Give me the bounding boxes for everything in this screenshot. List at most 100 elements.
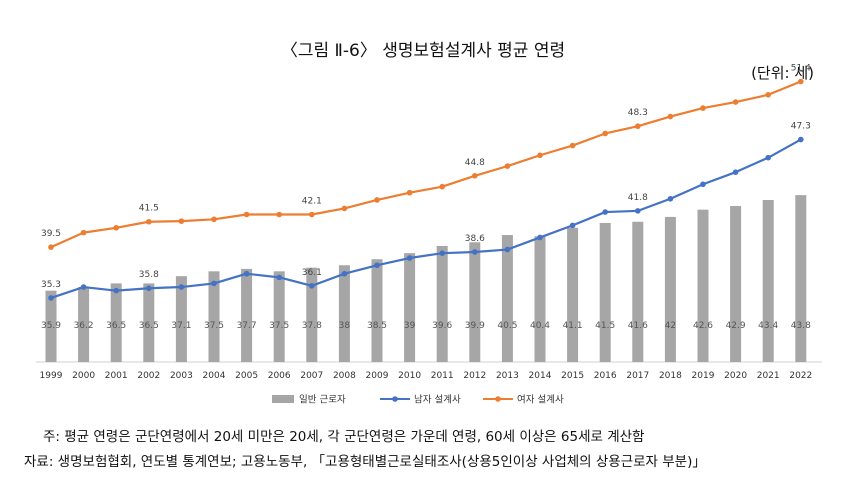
men-point-2017 bbox=[635, 208, 641, 214]
women-point-2013 bbox=[504, 163, 511, 169]
x-tick-labels: 1999 2000 2001 2002 2003 2004 2005 2006 2007 2008… bbox=[40, 371, 813, 381]
bar-2009 bbox=[371, 259, 383, 362]
bar-label-2006: 37.5 bbox=[269, 321, 289, 331]
men-point-2001 bbox=[113, 287, 119, 294]
footnote: 주: 평균 연령은 군단연령에서 20세 미만은 20세, 각 군단연령은 가운… bbox=[43, 429, 645, 445]
bar-2022 bbox=[795, 195, 807, 362]
bar-2010 bbox=[404, 253, 416, 362]
men-point-2010 bbox=[406, 255, 413, 261]
bar-2021 bbox=[762, 199, 774, 362]
x-tick-1999: 1999 bbox=[40, 371, 63, 381]
x-tick-2001: 2001 bbox=[105, 371, 128, 381]
bar-2016 bbox=[599, 222, 611, 362]
x-tick-2004: 2004 bbox=[203, 371, 226, 381]
legend-marker-men bbox=[392, 396, 398, 402]
bar-label-2010: 39 bbox=[404, 321, 416, 331]
bar-label-2004: 37.5 bbox=[204, 321, 224, 331]
men-point-2011 bbox=[439, 250, 446, 256]
women-point-2016 bbox=[602, 130, 608, 137]
bar-2003 bbox=[175, 276, 187, 362]
bar-2001 bbox=[110, 283, 122, 362]
legend: 일반 근로자 남자 설계사 여자 설계사 bbox=[272, 394, 564, 406]
men-line bbox=[50, 138, 802, 299]
women-point-2003 bbox=[178, 218, 185, 224]
bar-label-2009: 38.5 bbox=[367, 321, 387, 331]
men-label-2017: 41.8 bbox=[628, 193, 648, 203]
men-point-2020 bbox=[732, 169, 739, 175]
men-point-2013 bbox=[504, 246, 511, 253]
x-tick-2005: 2005 bbox=[235, 371, 258, 381]
bar-label-2003: 37.1 bbox=[171, 321, 191, 331]
men-label-2012: 38.6 bbox=[465, 234, 485, 244]
bar-label-2008: 38 bbox=[339, 321, 351, 331]
women-point-2017 bbox=[635, 123, 641, 130]
men-point-1999 bbox=[48, 295, 54, 301]
women-line bbox=[50, 80, 802, 249]
bar-label-2019: 42.6 bbox=[693, 321, 713, 331]
women-point-2022 bbox=[798, 78, 804, 85]
unit-label: (단위: 세) bbox=[751, 64, 814, 82]
bar-2019 bbox=[697, 209, 709, 362]
women-point-2008 bbox=[341, 205, 348, 212]
women-label-2022: 51.4 bbox=[791, 63, 811, 73]
legend-label-bar: 일반 근로자 bbox=[299, 395, 346, 406]
bar-label-2005: 37.7 bbox=[237, 321, 257, 331]
women-point-2002 bbox=[146, 218, 152, 225]
women-point-2018 bbox=[667, 113, 674, 120]
chart: 35.9 36.2 36.5 36.5 37.1 37.5 37.7 37.5 37.8 38 38… bbox=[36, 63, 822, 406]
women-point-2005 bbox=[243, 211, 250, 218]
x-tick-2002: 2002 bbox=[137, 371, 160, 381]
legend-marker-women bbox=[495, 396, 501, 402]
x-tick-2008: 2008 bbox=[333, 371, 356, 381]
men-point-2007 bbox=[309, 283, 315, 289]
men-point-2002 bbox=[146, 285, 152, 292]
women-point-2001 bbox=[113, 224, 119, 231]
bar-label-2002: 36.5 bbox=[139, 321, 159, 331]
bar-label-2007: 37.8 bbox=[302, 321, 322, 331]
women-point-2004 bbox=[211, 216, 217, 223]
men-label-1999: 35.3 bbox=[41, 280, 61, 290]
women-point-2011 bbox=[439, 183, 446, 190]
bar-2014 bbox=[534, 236, 546, 362]
men-point-2000 bbox=[80, 284, 87, 290]
men-point-2004 bbox=[211, 280, 217, 287]
x-tick-2007: 2007 bbox=[300, 371, 323, 381]
line-series bbox=[48, 78, 804, 301]
women-point-1999 bbox=[48, 244, 54, 250]
men-label-2002: 35.8 bbox=[139, 270, 159, 280]
bar-label-2020: 42.9 bbox=[726, 321, 746, 331]
women-label-2007: 42.1 bbox=[302, 196, 322, 206]
bar-2015 bbox=[567, 227, 579, 362]
women-point-2021 bbox=[765, 91, 771, 98]
bar-2011 bbox=[436, 245, 448, 362]
x-tick-2016: 2016 bbox=[594, 371, 617, 381]
bar-1999 bbox=[45, 290, 57, 362]
bar-2017 bbox=[632, 221, 644, 362]
bar-label-2000: 36.2 bbox=[74, 321, 94, 331]
bar-2013 bbox=[501, 235, 513, 362]
bar-2002 bbox=[143, 283, 155, 362]
x-tick-2011: 2011 bbox=[431, 371, 454, 381]
women-point-2010 bbox=[406, 189, 413, 196]
women-point-2007 bbox=[309, 211, 315, 218]
men-point-2022 bbox=[798, 136, 804, 143]
women-point-2006 bbox=[276, 211, 283, 218]
women-label-2017: 48.3 bbox=[628, 108, 648, 118]
x-tick-2022: 2022 bbox=[789, 371, 812, 381]
bar-2005 bbox=[241, 268, 253, 362]
men-point-2009 bbox=[374, 262, 380, 269]
x-tick-2012: 2012 bbox=[463, 371, 486, 381]
bar-2004 bbox=[208, 271, 220, 362]
x-tick-2013: 2013 bbox=[496, 371, 519, 381]
bar-label-2013: 40.5 bbox=[497, 321, 517, 331]
x-tick-2006: 2006 bbox=[268, 371, 291, 381]
x-tick-2003: 2003 bbox=[170, 371, 193, 381]
men-label-2007: 36.1 bbox=[302, 268, 322, 278]
bar-2006 bbox=[273, 271, 285, 362]
bar-2007 bbox=[306, 267, 318, 362]
men-point-2018 bbox=[667, 195, 674, 202]
source-note: 자료: 생명보험협회, 연도별 통계연보; 고용노동부, 「고용형태별근로실태조… bbox=[24, 454, 706, 470]
legend-label-women: 여자 설계사 bbox=[517, 394, 564, 406]
bar-label-2017: 41.6 bbox=[628, 321, 648, 331]
x-tick-2014: 2014 bbox=[529, 371, 552, 381]
